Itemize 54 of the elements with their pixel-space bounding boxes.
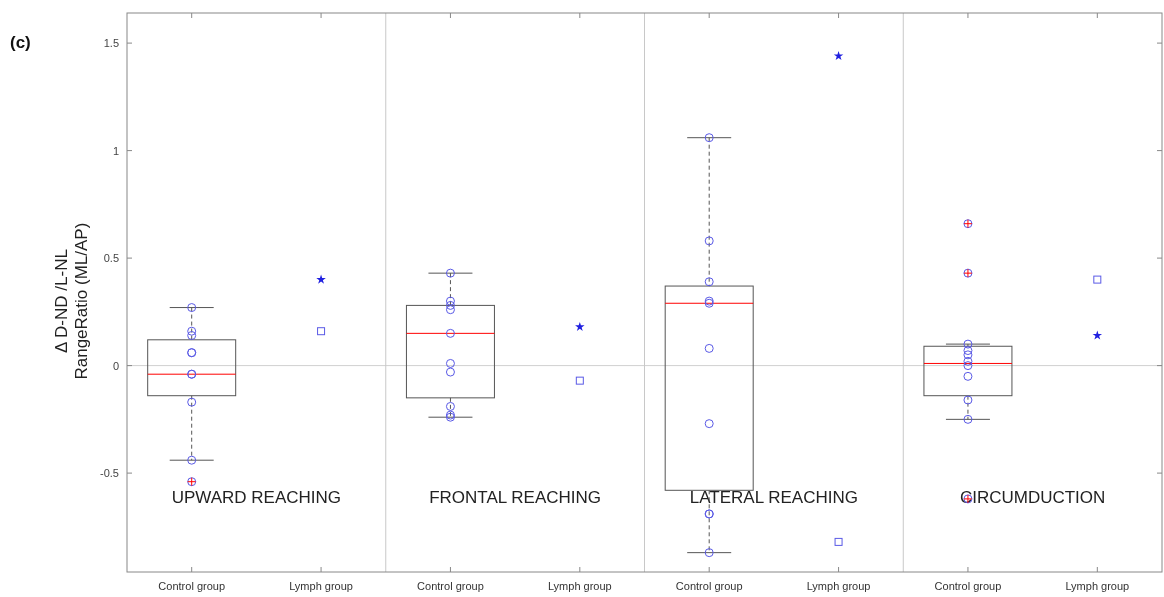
x-tick-label: Control group bbox=[934, 580, 1002, 592]
annotation: CIRCUMDUCTION bbox=[959, 487, 1106, 507]
point bbox=[704, 236, 714, 246]
point bbox=[575, 321, 585, 331]
point bbox=[963, 346, 973, 356]
point bbox=[317, 327, 326, 336]
point bbox=[445, 268, 455, 278]
text: (c) bbox=[10, 33, 31, 52]
point bbox=[316, 274, 326, 284]
point bbox=[963, 414, 973, 424]
annotation: LATERAL REACHING bbox=[689, 487, 858, 507]
point bbox=[963, 350, 973, 360]
x-tick-label: Control group bbox=[417, 580, 484, 592]
x-tick-label: Control group bbox=[675, 580, 743, 592]
point bbox=[187, 331, 197, 340]
point bbox=[575, 376, 584, 385]
y-tick-label: 1 bbox=[112, 144, 119, 157]
point bbox=[445, 358, 455, 368]
x-tick-label: Control group bbox=[158, 580, 226, 592]
point bbox=[833, 51, 844, 61]
point bbox=[1092, 330, 1103, 340]
point bbox=[445, 296, 455, 306]
point bbox=[187, 455, 197, 465]
point bbox=[704, 419, 714, 429]
point bbox=[445, 300, 455, 310]
point bbox=[704, 277, 714, 287]
point bbox=[963, 371, 973, 381]
x-tick-label: Lymph group bbox=[1065, 580, 1130, 592]
annotation: UPWARD REACHING bbox=[171, 487, 342, 507]
point bbox=[704, 343, 714, 353]
point bbox=[187, 397, 197, 407]
point bbox=[445, 401, 455, 411]
point bbox=[963, 395, 973, 405]
point bbox=[963, 339, 973, 349]
x-tick-label: Lymph group bbox=[289, 580, 353, 592]
x-tick-label: Lymph group bbox=[547, 580, 612, 592]
y-tick-label: 1.5 bbox=[103, 37, 119, 50]
y-tick-label: 0 bbox=[112, 359, 119, 372]
point bbox=[445, 367, 455, 377]
y-tick-label: -0.5 bbox=[100, 467, 119, 480]
point bbox=[963, 361, 973, 371]
point bbox=[834, 537, 843, 546]
point bbox=[445, 328, 455, 338]
point bbox=[704, 133, 714, 143]
y-tick-label: 0.5 bbox=[103, 252, 119, 265]
y-axis-title: Δ D-ND /L-NL RangeRatio (ML/AP) bbox=[52, 222, 91, 380]
point bbox=[704, 548, 714, 558]
x-tick-label: Lymph group bbox=[806, 580, 871, 592]
point bbox=[445, 305, 455, 315]
point bbox=[187, 303, 197, 313]
annotation: FRONTAL REACHING bbox=[429, 487, 602, 507]
point bbox=[963, 356, 973, 366]
point bbox=[1093, 275, 1102, 284]
point bbox=[187, 326, 197, 336]
